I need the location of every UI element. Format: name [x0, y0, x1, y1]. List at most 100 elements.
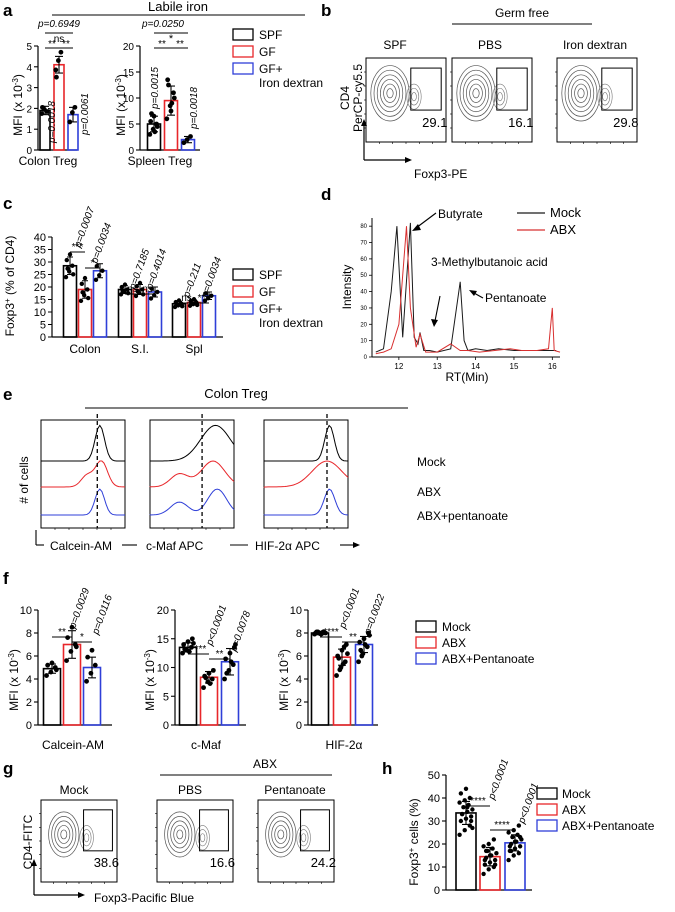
- data-point: [201, 685, 206, 691]
- d-arrow-pentanoate: [473, 292, 484, 299]
- gate: [300, 809, 330, 852]
- legend-c-label-0: SPF: [259, 268, 282, 282]
- b-xaxis-label: Foxp3-PE: [414, 167, 467, 181]
- e-xlabel-cmaf: c-Maf APC: [146, 539, 204, 553]
- y-tick-label: 0: [128, 146, 134, 157]
- bar: [117, 288, 133, 338]
- data-point: [185, 639, 191, 645]
- contour-ring: [51, 816, 77, 853]
- contour-ring: [57, 825, 71, 844]
- data-point: [228, 659, 234, 665]
- contour-ring: [459, 69, 493, 117]
- data-point: [180, 303, 185, 309]
- data-point: [463, 786, 469, 791]
- legend-h-label-0: Mock: [562, 787, 592, 801]
- sig-label: **: [48, 39, 56, 50]
- legend-a-label-3: Iron dextran: [259, 76, 323, 90]
- y-tick-label: 3: [26, 84, 32, 95]
- d-arrow-methylbutanoic: [434, 295, 441, 322]
- data-point: [492, 862, 498, 867]
- legend-f-swatch-mock: [415, 620, 437, 633]
- legend-c-swatch-gf-iron: [232, 302, 254, 315]
- sig-label: ****: [494, 820, 510, 831]
- y-tick-label: 4: [296, 674, 302, 686]
- contour-ring: [472, 88, 480, 99]
- sig-label: ****: [323, 627, 339, 638]
- contour-ring: [54, 820, 74, 849]
- y-tick-label: 50: [360, 273, 367, 279]
- legend-h-label-2: ABX+Pentanoate: [562, 819, 655, 833]
- data-point: [55, 58, 61, 63]
- legend-d-label-0: Mock: [550, 205, 582, 220]
- data-point: [188, 644, 194, 650]
- contour-ring: [195, 825, 210, 851]
- legend-f-label-2: ABX+Pentanoate: [442, 652, 535, 666]
- contour-ring: [571, 79, 591, 108]
- contour-ring: [48, 811, 80, 858]
- y-tick-label: 8: [296, 628, 302, 640]
- data-point: [506, 830, 511, 835]
- pvalue: p=0.0034: [199, 255, 224, 300]
- contour-ring: [564, 69, 598, 117]
- y-tick-label: 20: [34, 282, 46, 294]
- x-tick-label: 12: [394, 362, 403, 371]
- x-category-label: Spl: [185, 342, 202, 356]
- b-title-pbs: PBS: [478, 38, 502, 52]
- sig-label: **: [216, 649, 224, 660]
- legend-a-swatch-spf: [232, 28, 254, 41]
- data-point: [486, 867, 491, 872]
- data-point: [171, 95, 177, 101]
- contour-ring: [406, 83, 422, 110]
- x-tick-label: 14: [471, 362, 480, 371]
- legend-f-label-0: Mock: [442, 620, 472, 634]
- pvalue: p=0.0018: [189, 87, 200, 130]
- contour-ring: [386, 88, 394, 99]
- contour-ring: [380, 79, 400, 108]
- data-point: [69, 624, 75, 630]
- data-point: [359, 653, 365, 659]
- sig-label: ****: [191, 644, 207, 655]
- panel-letter-e: e: [3, 385, 12, 404]
- y-tick-label: 20: [360, 322, 367, 328]
- contour-ring: [456, 65, 496, 122]
- y-tick-label: 20: [123, 42, 135, 53]
- legend-a: SPF GF GF+ Iron dextran: [232, 28, 323, 90]
- legend-h-swatch-pent: [536, 819, 558, 832]
- contour-ring: [268, 816, 294, 853]
- data-point: [53, 667, 59, 673]
- contour-ring: [376, 74, 404, 113]
- b-yaxis-cd4: CD4: [338, 86, 352, 110]
- data-point: [492, 857, 498, 863]
- data-point: [64, 658, 69, 663]
- legend-f-swatch-abx: [415, 636, 437, 649]
- data-point: [119, 284, 125, 290]
- contour-ring: [602, 92, 608, 102]
- panel-letter-h: h: [382, 759, 392, 778]
- data-point: [458, 791, 464, 796]
- data-point: [44, 673, 49, 678]
- g-title-mock: Mock: [60, 783, 90, 797]
- data-point: [118, 292, 124, 297]
- f-cmaf-xlabel: c-Maf: [191, 738, 222, 752]
- legend-d-label-1: ABX: [550, 222, 576, 237]
- contour-ring: [383, 83, 397, 103]
- sig-label: *: [169, 33, 174, 45]
- flow-plot-frame: [156, 799, 234, 883]
- data-point: [482, 862, 488, 867]
- contour-ring: [577, 88, 585, 99]
- y-tick-label: 5: [40, 320, 46, 332]
- data-point: [227, 650, 233, 656]
- contour-ring: [497, 92, 503, 102]
- data-point: [86, 295, 91, 301]
- data-point: [233, 642, 238, 647]
- data-point: [39, 111, 45, 116]
- data-point: [88, 670, 94, 676]
- data-point: [65, 635, 71, 640]
- contour-ring: [492, 83, 508, 110]
- sig-label: **: [58, 627, 66, 638]
- pvalue: p=0.0022: [362, 592, 387, 637]
- histogram-trace: [40, 488, 125, 516]
- data-point: [49, 660, 55, 666]
